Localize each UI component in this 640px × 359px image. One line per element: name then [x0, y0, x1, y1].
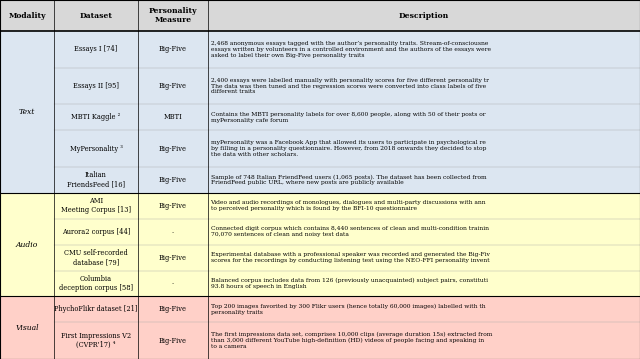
- Text: CMU self-recorded
database [79]: CMU self-recorded database [79]: [64, 249, 128, 266]
- Text: Big-Five: Big-Five: [159, 253, 187, 262]
- Text: Modality: Modality: [8, 11, 46, 19]
- Text: Essays II [95]: Essays II [95]: [73, 82, 119, 90]
- Text: Big-Five: Big-Five: [159, 82, 187, 90]
- Text: Dataset: Dataset: [79, 11, 113, 19]
- Text: PhychoFlikr dataset [21]: PhychoFlikr dataset [21]: [54, 306, 138, 313]
- Text: Big-Five: Big-Five: [159, 176, 187, 184]
- Text: Experimental database with a professional speaker was recorded and generated the: Experimental database with a professiona…: [211, 252, 490, 263]
- Bar: [0, 0, 640, 31]
- Bar: [0, 297, 640, 359]
- Text: Big-Five: Big-Five: [159, 306, 187, 313]
- Text: Text: Text: [19, 108, 35, 116]
- Text: Audio: Audio: [16, 241, 38, 249]
- Text: Description: Description: [399, 11, 449, 19]
- Text: Aurora2 corpus [44]: Aurora2 corpus [44]: [61, 228, 131, 236]
- Text: Essays I [74]: Essays I [74]: [74, 45, 118, 53]
- Bar: [0, 193, 640, 297]
- Text: AMI
Meeting Corpus [13]: AMI Meeting Corpus [13]: [61, 197, 131, 214]
- Text: First Impressions V2
(CVPR’17) ⁴: First Impressions V2 (CVPR’17) ⁴: [61, 332, 131, 349]
- Bar: [0, 31, 640, 193]
- Text: ·: ·: [172, 228, 174, 236]
- Text: Video and audio recordings of monologues, dialogues and multi-party discussions : Video and audio recordings of monologues…: [211, 200, 486, 211]
- Text: Sample of 748 Italian FriendFeed users (1,065 posts). The dataset has been colle: Sample of 748 Italian FriendFeed users (…: [211, 174, 486, 186]
- Text: Big-Five: Big-Five: [159, 45, 187, 53]
- Text: Big-Five: Big-Five: [159, 337, 187, 345]
- Text: Big-Five: Big-Five: [159, 145, 187, 153]
- Text: Connected digit corpus which contains 8,440 sentences of clean and multi-conditi: Connected digit corpus which contains 8,…: [211, 226, 488, 237]
- Text: Top 200 images favorited by 300 Flikr users (hence totally 60,000 images) labell: Top 200 images favorited by 300 Flikr us…: [211, 304, 485, 315]
- Text: Columbia
deception corpus [58]: Columbia deception corpus [58]: [59, 275, 133, 292]
- Text: Personality
Measure: Personality Measure: [148, 7, 197, 24]
- Text: myPersonality was a Facebook App that allowed its users to participate in psycho: myPersonality was a Facebook App that al…: [211, 140, 486, 157]
- Text: The first impressions data set, comprises 10,000 clips (average duration 15s) ex: The first impressions data set, comprise…: [211, 332, 492, 349]
- Text: Contains the MBTI personality labels for over 8,600 people, along with 50 of the: Contains the MBTI personality labels for…: [211, 112, 485, 123]
- Text: MBTI: MBTI: [163, 113, 182, 121]
- Text: 2,468 anonymous essays tagged with the author’s personality traits. Stream-of-co: 2,468 anonymous essays tagged with the a…: [211, 41, 491, 58]
- Text: 2,400 essays were labelled manually with personality scores for five different p: 2,400 essays were labelled manually with…: [211, 78, 488, 94]
- Text: Italian
FriendsFeed [16]: Italian FriendsFeed [16]: [67, 171, 125, 188]
- Text: ·: ·: [172, 280, 174, 288]
- Text: MBTI Kaggle ²: MBTI Kaggle ²: [72, 113, 120, 121]
- Text: Balanced corpus includes data from 126 (previously unacquainted) subject pairs, : Balanced corpus includes data from 126 (…: [211, 278, 488, 289]
- Text: Visual: Visual: [15, 324, 39, 332]
- Text: Big-Five: Big-Five: [159, 202, 187, 210]
- Text: MyPersonality ³: MyPersonality ³: [70, 145, 122, 153]
